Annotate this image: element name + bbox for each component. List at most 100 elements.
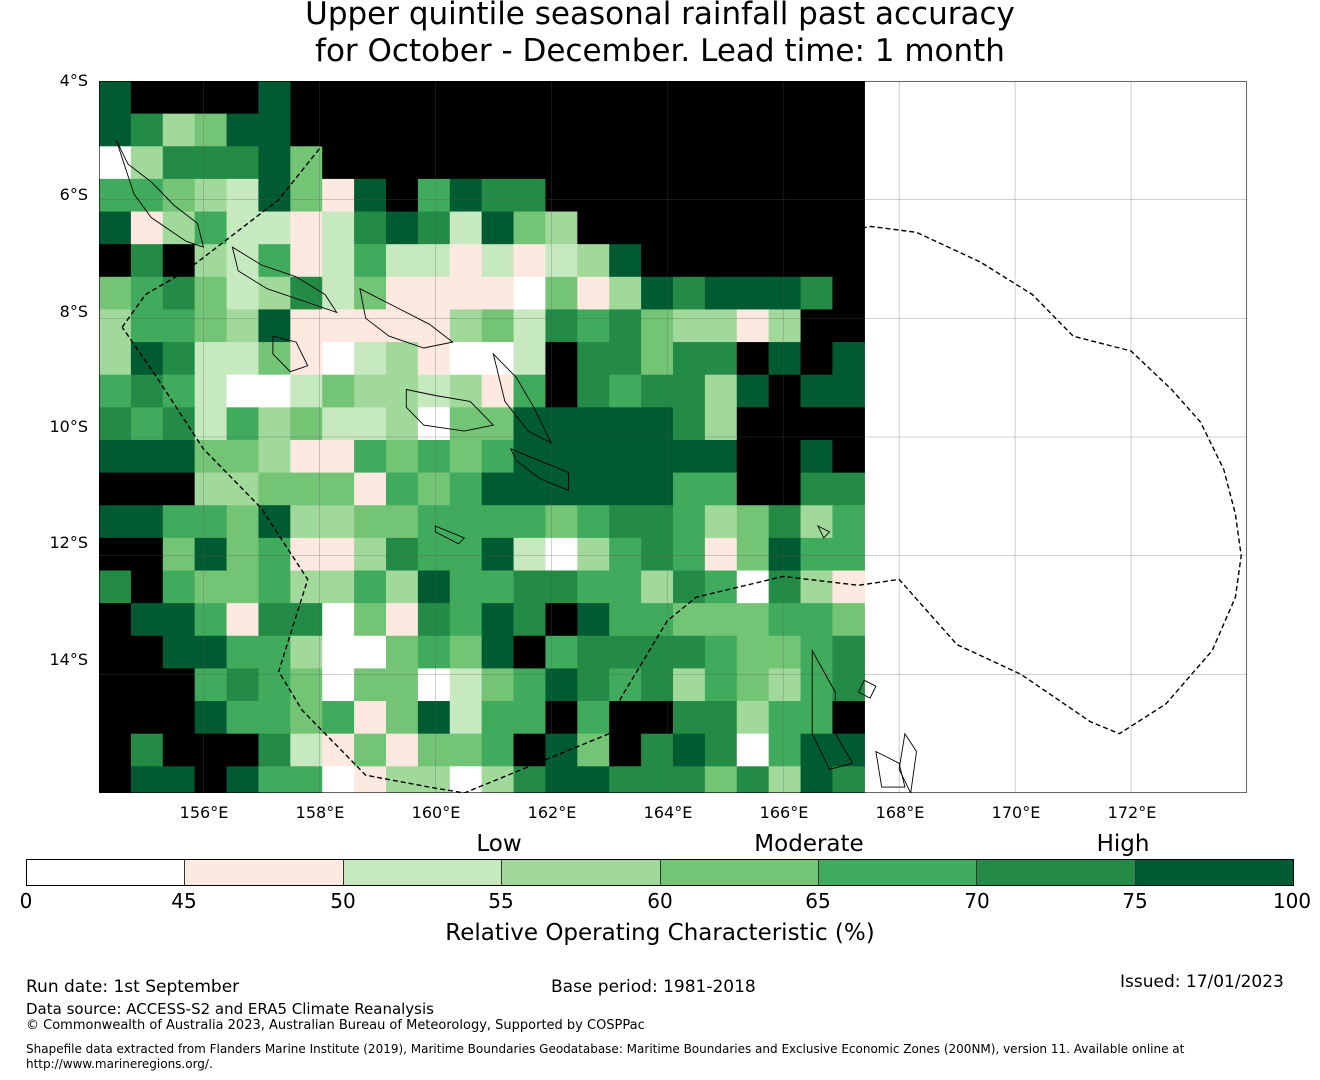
grid-cell [226,439,260,474]
grid-cell [832,505,865,539]
grid-cell [609,309,642,343]
grid-cell [290,472,323,506]
grid-cell [832,211,865,245]
grid-cell [322,244,355,278]
grid-cell [513,178,547,213]
grid-cell [290,766,323,793]
grid-cell [609,505,642,539]
grid-cell [768,81,802,115]
grid-cell [545,407,578,441]
grid-cell [162,374,196,408]
grid-cell [99,81,132,115]
grid-cell [577,342,610,376]
grid-cell [258,407,291,441]
grid-cell [258,766,291,793]
grid-cell [704,439,738,474]
colorbar-tick-70: 70 [964,889,990,913]
grid-cell [99,374,132,408]
grid-cell [545,276,578,311]
grid-cell [481,113,515,147]
grid-cell [290,113,323,147]
grid-cell [449,146,483,180]
eez-boundary-line [121,89,1242,793]
grid-cell [417,505,451,539]
grid-cell [800,276,834,311]
island-coastline [434,525,466,545]
grid-cell [386,603,419,637]
grid-cell [258,603,291,637]
grid-cell [736,505,770,539]
grid-cell [513,603,547,637]
grid-cell [290,211,323,245]
grid-cell [481,309,515,343]
grid-cell [800,668,834,702]
grid-cell [768,439,802,474]
map-frame [99,81,1247,793]
grid-cell [545,635,578,669]
grid-cell [354,701,387,735]
grid-cell [162,146,196,180]
grid-cell [545,211,578,245]
grid-cell [641,146,674,180]
category-moderate: Moderate [754,831,864,857]
grid-cell [322,766,355,793]
grid-cell [800,505,834,539]
grid-cell [449,342,483,376]
grid-cell [258,505,291,539]
grid-cell [322,701,355,735]
grid-cell [417,766,451,793]
grid-cell [162,113,196,147]
colorbar-tick-65: 65 [805,889,831,913]
grid-cell [130,309,164,343]
grid-cell [545,570,578,604]
grid-cell [577,146,610,180]
grid-cell [736,178,770,213]
island-coastline [359,287,454,349]
grid-cell [162,635,196,669]
grid-cell [673,439,706,474]
grid-cell [290,276,323,311]
grid-cell [736,211,770,245]
grid-cell [736,537,770,572]
grid-cell [417,374,451,408]
grid-cell [449,570,483,604]
grid-cell [545,733,578,767]
grid-cell [99,211,132,245]
grid-cell [417,113,451,147]
grid-cell [545,309,578,343]
grid-cell [832,472,865,506]
grid-cell [641,668,674,702]
grid-cell [99,766,132,793]
grid-cell [800,439,834,474]
grid-cell [194,178,228,213]
title-line-2: for October - December. Lead time: 1 mon… [315,33,1005,69]
grid-cell [194,113,228,147]
grid-cell [704,113,738,147]
grid-cell [99,178,132,213]
grid-cell [162,766,196,793]
grid-cell [194,472,228,506]
grid-cell [162,668,196,702]
grid-cell [673,374,706,408]
grid-cell [800,244,834,278]
grid-cell [130,766,164,793]
grid-cell [673,309,706,343]
grid-cell [704,81,738,115]
grid-cell [577,766,610,793]
grid-cell [736,472,770,506]
grid-cell [417,309,451,343]
grid-cell [322,505,355,539]
grid-cell [449,407,483,441]
grid-cell [226,211,260,245]
island-coastline [492,352,553,444]
category-low: Low [476,831,522,857]
grid-cell [736,603,770,637]
grid-cell [704,505,738,539]
colorbar-tick-55: 55 [488,889,514,913]
grid-cell [162,439,196,474]
grid-cell [609,603,642,637]
gridlines-layer [99,81,1247,793]
lon-label-168e: 168°E [875,803,925,822]
grid-cell [609,537,642,572]
grid-cell [194,537,228,572]
